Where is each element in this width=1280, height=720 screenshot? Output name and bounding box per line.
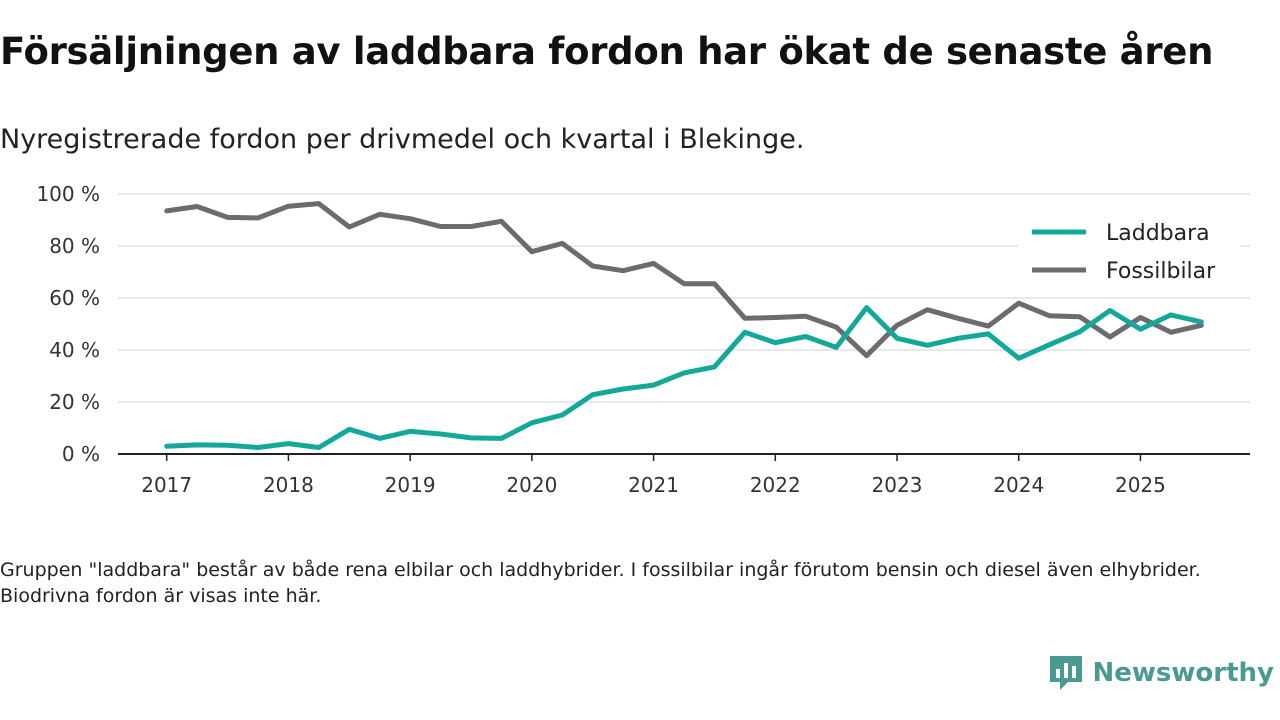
x-tick-label: 2023 bbox=[872, 473, 923, 497]
x-tick-label: 2025 bbox=[1115, 473, 1166, 497]
y-tick-label: 60 % bbox=[49, 286, 100, 310]
legend-label: Laddbara bbox=[1106, 221, 1210, 246]
x-tick-label: 2020 bbox=[506, 473, 557, 497]
line-chart: 0 % 20 % 40 % 60 % 80 % 100 % 2017 2018 2019 2020… bbox=[36, 182, 1250, 497]
x-tick-label: 2024 bbox=[993, 473, 1044, 497]
brand-logo: Newsworthy bbox=[1048, 654, 1274, 692]
brand-name: Newsworthy bbox=[1092, 658, 1274, 688]
y-tick-label: 20 % bbox=[49, 390, 100, 414]
x-tick-label: 2019 bbox=[385, 473, 436, 497]
x-tick-label: 2017 bbox=[141, 473, 192, 497]
x-tick-label: 2021 bbox=[628, 473, 679, 497]
legend-box bbox=[1018, 212, 1240, 292]
axes: 0 % 20 % 40 % 60 % 80 % 100 % 2017 2018 2019 2020… bbox=[36, 182, 1250, 497]
x-tick-label: 2018 bbox=[263, 473, 314, 497]
y-tick-label: 80 % bbox=[49, 234, 100, 258]
x-tick-label: 2022 bbox=[750, 473, 801, 497]
legend: Laddbara Fossilbilar bbox=[1018, 212, 1240, 292]
series-line-fossilbilar bbox=[164, 201, 1204, 359]
series-lines bbox=[164, 201, 1204, 450]
y-tick-label: 100 % bbox=[36, 182, 100, 206]
legend-label: Fossilbilar bbox=[1106, 259, 1216, 284]
chart-title: Försäljningen av laddbara fordon har öka… bbox=[0, 30, 1214, 73]
footnote: Gruppen "laddbara" består av både rena e… bbox=[0, 559, 1201, 607]
newsworthy-logo-icon bbox=[1049, 656, 1082, 690]
series-line-laddbara bbox=[164, 305, 1204, 450]
chart-subtitle: Nyregistrerade fordon per drivmedel och … bbox=[0, 124, 805, 155]
y-tick-label: 40 % bbox=[49, 338, 100, 362]
y-tick-label: 0 % bbox=[62, 442, 100, 466]
